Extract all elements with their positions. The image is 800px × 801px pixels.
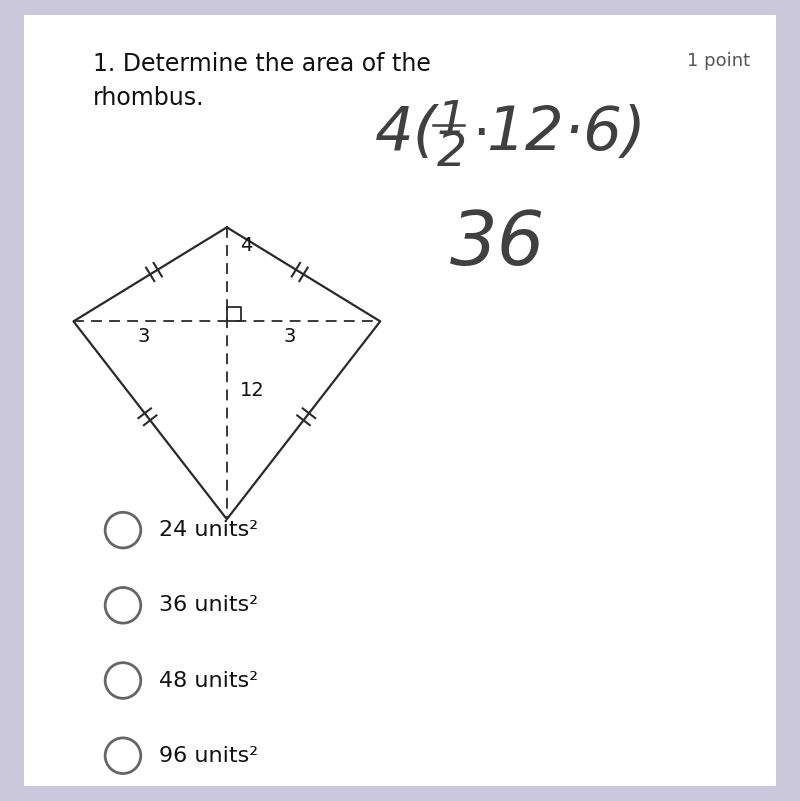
Text: 4(: 4( <box>375 103 438 163</box>
Text: 1. Determine the area of the: 1. Determine the area of the <box>94 52 431 76</box>
Text: 1 point: 1 point <box>687 52 750 70</box>
Text: 48 units²: 48 units² <box>158 670 258 690</box>
Text: 24 units²: 24 units² <box>158 520 258 540</box>
Text: 3: 3 <box>138 327 150 346</box>
Text: 1: 1 <box>437 99 466 143</box>
Text: 12·6): 12·6) <box>486 103 646 163</box>
Text: 36: 36 <box>450 207 545 280</box>
Text: ·: · <box>472 109 490 163</box>
Text: 36 units²: 36 units² <box>158 595 258 615</box>
Text: rhombus.: rhombus. <box>94 86 205 110</box>
Text: 3: 3 <box>283 327 296 346</box>
Text: 2: 2 <box>437 131 466 176</box>
Text: 4: 4 <box>240 235 252 255</box>
Text: 12: 12 <box>240 381 265 400</box>
Text: 96 units²: 96 units² <box>158 746 258 766</box>
